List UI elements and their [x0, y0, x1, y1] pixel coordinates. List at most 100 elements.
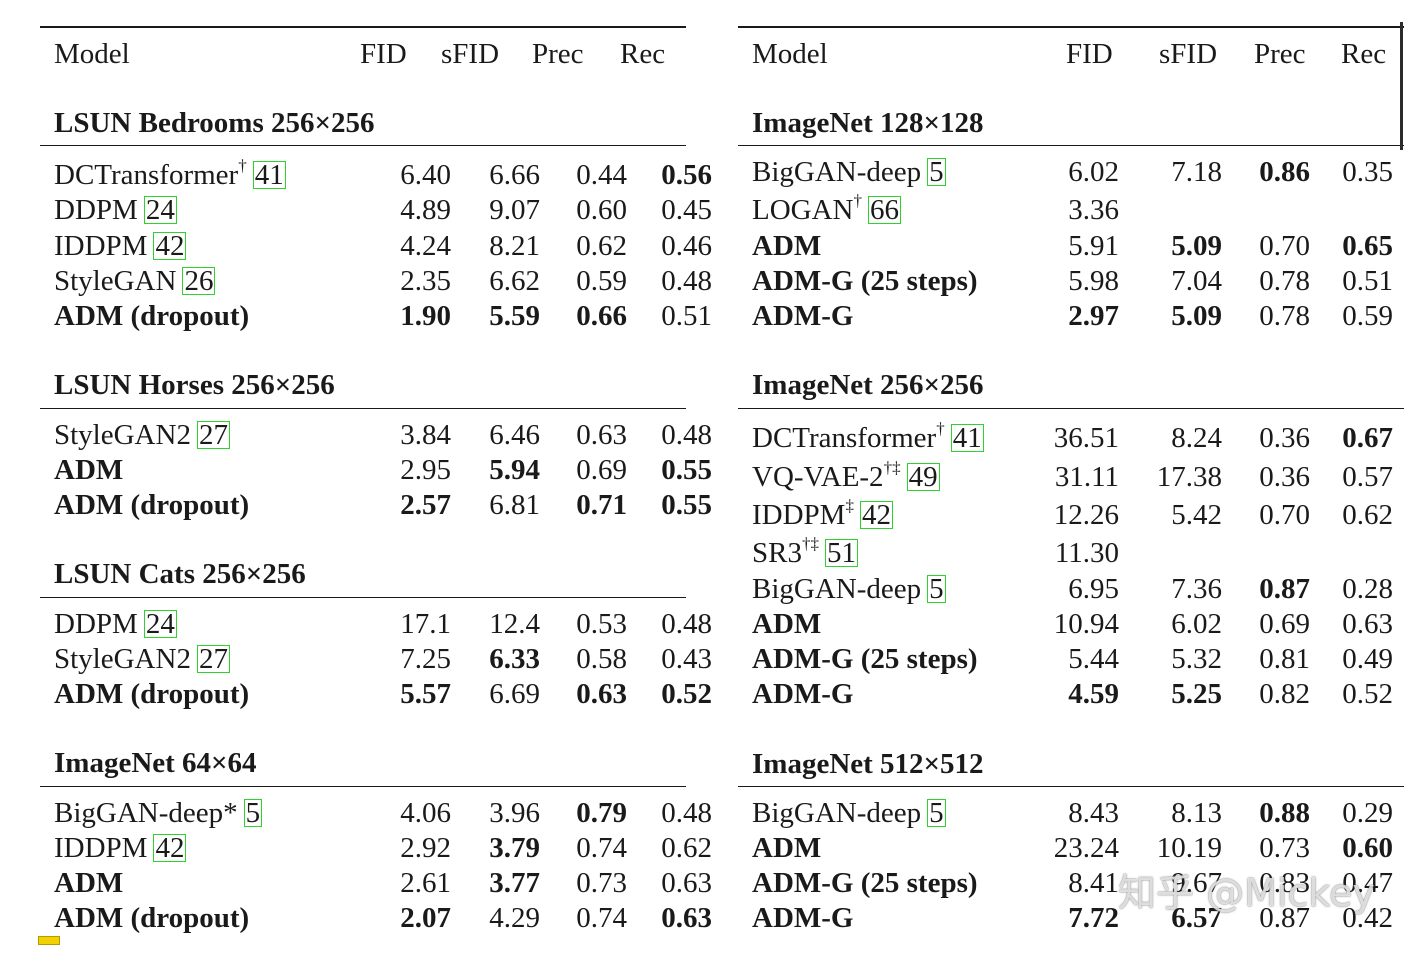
- table-row: DCTransformer† 41 6.40 6.66 0.44 0.56: [40, 157, 712, 193]
- metric-rec: 0.60: [1342, 832, 1393, 864]
- metric-prec: 0.81: [1259, 643, 1310, 675]
- section-title: LSUN Cats 256×256: [54, 558, 306, 590]
- metric-fid: 23.24: [1053, 832, 1119, 864]
- metric-sfid: 5.09: [1171, 300, 1222, 332]
- metric-fid: 31.11: [1054, 461, 1119, 493]
- model-label: ADM: [54, 454, 124, 486]
- metric-rec: 0.46: [661, 230, 712, 262]
- metric-rec: 0.56: [661, 159, 712, 191]
- model-label: DCTransformer: [54, 159, 239, 191]
- header-prec: Prec: [532, 38, 584, 70]
- metric-prec: 0.74: [576, 832, 627, 864]
- table-row: BigGAN-deep* 5 4.06 3.96 0.79 0.48: [40, 795, 712, 831]
- metric-sfid: 8.13: [1171, 797, 1222, 829]
- model-label: SR3: [752, 537, 802, 569]
- metric-fid: 2.95: [400, 454, 451, 486]
- metric-sfid: 8.24: [1171, 422, 1222, 454]
- citation-link[interactable]: 5: [927, 797, 946, 829]
- model-label: DDPM: [54, 194, 138, 226]
- metric-rec: 0.55: [661, 489, 712, 521]
- citation-link[interactable]: 5: [243, 797, 263, 829]
- metric-prec: 0.59: [576, 265, 627, 297]
- scrollbar-thumb[interactable]: [1400, 22, 1403, 150]
- metric-fid: 7.72: [1068, 902, 1119, 934]
- table-row: BigGAN-deep 5 6.02 7.18 0.86 0.35: [738, 154, 1404, 190]
- metric-fid: 1.90: [400, 300, 451, 332]
- metric-prec: 0.66: [576, 300, 627, 332]
- citation-link[interactable]: 42: [859, 499, 893, 531]
- metric-fid: 3.36: [1068, 194, 1119, 226]
- model-name: ADM: [752, 606, 821, 642]
- metric-rec: 0.52: [661, 678, 712, 710]
- metric-rec: 0.62: [661, 832, 712, 864]
- metric-prec: 0.87: [1259, 902, 1310, 934]
- header-prec: Prec: [1254, 38, 1306, 70]
- table-row: ADM (dropout) 2.07 4.29 0.74 0.63: [40, 900, 712, 936]
- metric-prec: 0.83: [1259, 867, 1310, 899]
- citation-link[interactable]: 26: [182, 265, 216, 297]
- metric-rec: 0.48: [661, 797, 712, 829]
- citation-link[interactable]: 5: [927, 156, 946, 188]
- metric-rec: 0.47: [1342, 867, 1393, 899]
- model-label: ADM: [752, 832, 822, 864]
- model-label: StyleGAN2: [54, 643, 191, 675]
- model-name: BigGAN-deep 5: [752, 571, 946, 607]
- citation-link[interactable]: 24: [143, 194, 177, 226]
- section-rule: [40, 597, 686, 598]
- footnote-mark: ‡: [845, 496, 854, 516]
- table-row: BigGAN-deep 5 6.95 7.36 0.87 0.28: [738, 571, 1404, 607]
- citation-link[interactable]: 24: [143, 608, 177, 640]
- citation-link[interactable]: 49: [906, 461, 940, 493]
- metric-sfid: 5.25: [1171, 678, 1222, 710]
- model-name: StyleGAN2 27: [54, 641, 230, 677]
- metric-rec: 0.57: [1342, 461, 1393, 493]
- metric-fid: 2.07: [400, 902, 451, 934]
- metric-prec: 0.53: [576, 608, 627, 640]
- metric-prec: 0.87: [1259, 573, 1310, 605]
- citation-link[interactable]: 42: [153, 230, 187, 262]
- table-row: DDPM 24 17.1 12.4 0.53 0.48: [40, 606, 712, 642]
- metric-fid: 5.98: [1068, 265, 1119, 297]
- model-name: BigGAN-deep 5: [752, 154, 946, 190]
- citation-link[interactable]: 66: [868, 194, 901, 226]
- metric-fid: 6.02: [1068, 156, 1119, 188]
- table-row: IDDPM‡ 42 12.26 5.42 0.70 0.62: [738, 497, 1404, 533]
- table-row: ADM-G (25 steps) 5.98 7.04 0.78 0.51: [738, 263, 1404, 299]
- metric-rec: 0.65: [1342, 230, 1393, 262]
- metric-rec: 0.63: [1342, 608, 1393, 640]
- metric-prec: 0.44: [576, 159, 627, 191]
- table-row: ADM-G (25 steps) 5.44 5.32 0.81 0.49: [738, 641, 1404, 677]
- metric-prec: 0.58: [576, 643, 627, 675]
- model-label: ADM: [752, 230, 822, 262]
- citation-link[interactable]: 41: [950, 422, 984, 454]
- header-sfid: sFID: [441, 38, 500, 70]
- section-title: LSUN Bedrooms 256×256: [54, 107, 375, 139]
- model-name: IDDPM 42: [54, 228, 187, 264]
- metric-sfid: 6.33: [489, 643, 540, 675]
- model-name: IDDPM‡ 42: [752, 497, 893, 533]
- header-rec: Rec: [620, 38, 666, 70]
- metric-prec: 0.79: [576, 797, 627, 829]
- citation-link[interactable]: 41: [252, 159, 286, 191]
- footnote-mark: †‡: [801, 534, 819, 554]
- header-fid: FID: [1066, 38, 1113, 70]
- metric-fid: 7.25: [400, 643, 451, 675]
- metric-prec: 0.78: [1259, 265, 1310, 297]
- metric-fid: 2.35: [400, 265, 451, 297]
- model-label: StyleGAN: [54, 265, 177, 297]
- citation-link[interactable]: 5: [927, 573, 946, 605]
- citation-link[interactable]: 27: [196, 419, 230, 451]
- metric-prec: 0.62: [576, 230, 627, 262]
- metric-rec: 0.51: [1342, 265, 1393, 297]
- footnote-mark: †‡: [883, 458, 901, 478]
- note-icon[interactable]: [38, 936, 60, 945]
- metric-prec: 0.36: [1259, 461, 1310, 493]
- citation-link[interactable]: 51: [824, 537, 858, 569]
- citation-link[interactable]: 27: [196, 643, 230, 675]
- metric-prec: 0.70: [1259, 499, 1310, 531]
- model-name: DCTransformer† 41: [54, 157, 286, 193]
- metric-prec: 0.74: [576, 902, 627, 934]
- metric-fid: 5.57: [400, 678, 451, 710]
- model-label: ADM-G (25 steps): [752, 643, 978, 675]
- citation-link[interactable]: 42: [153, 832, 187, 864]
